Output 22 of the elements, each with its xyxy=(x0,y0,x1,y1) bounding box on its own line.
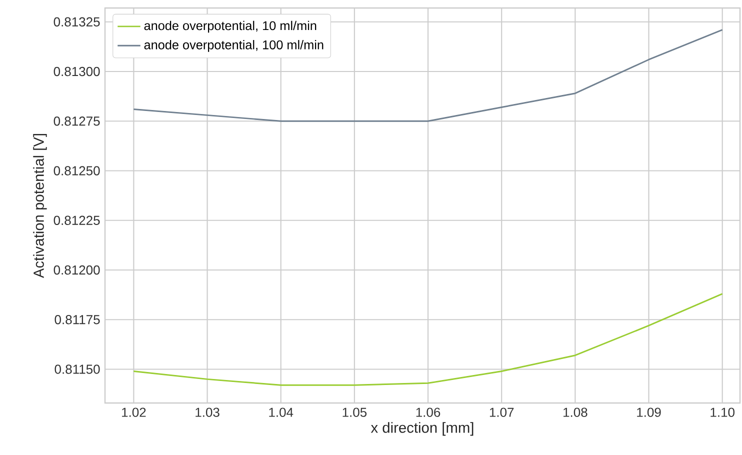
y-tick-label: 0.81175 xyxy=(54,315,100,324)
y-tick-label: 0.81275 xyxy=(54,116,100,126)
x-tick-label: 1.04 xyxy=(269,408,294,417)
y-tick-label: 0.81325 xyxy=(54,17,100,26)
x-tick-label: 1.02 xyxy=(122,408,146,417)
y-tick-label: 0.81225 xyxy=(54,216,100,225)
x-axis-title: x direction [mm] xyxy=(370,422,474,436)
x-tick-label: 1.10 xyxy=(710,408,734,417)
x-tick-label: 1.08 xyxy=(564,408,588,417)
legend-label: anode overpotential, 10 ml/min xyxy=(144,20,316,33)
x-tick-label: 1.06 xyxy=(416,408,440,417)
y-tick-label: 0.81250 xyxy=(54,166,100,176)
y-tick-label: 0.81150 xyxy=(54,364,100,374)
x-tick-label: 1.07 xyxy=(490,408,514,417)
y-tick-label: 0.81200 xyxy=(54,265,100,275)
line-series xyxy=(132,293,724,386)
x-tick-label: 1.09 xyxy=(637,408,661,417)
legend-label: anode overpotential, 100 ml/min xyxy=(144,40,324,52)
x-tick-label: 1.05 xyxy=(342,408,367,417)
x-tick-label: 1.03 xyxy=(196,408,220,417)
y-axis-title: Activation potential [V] xyxy=(33,134,47,278)
y-tick-label: 0.81300 xyxy=(54,66,100,76)
